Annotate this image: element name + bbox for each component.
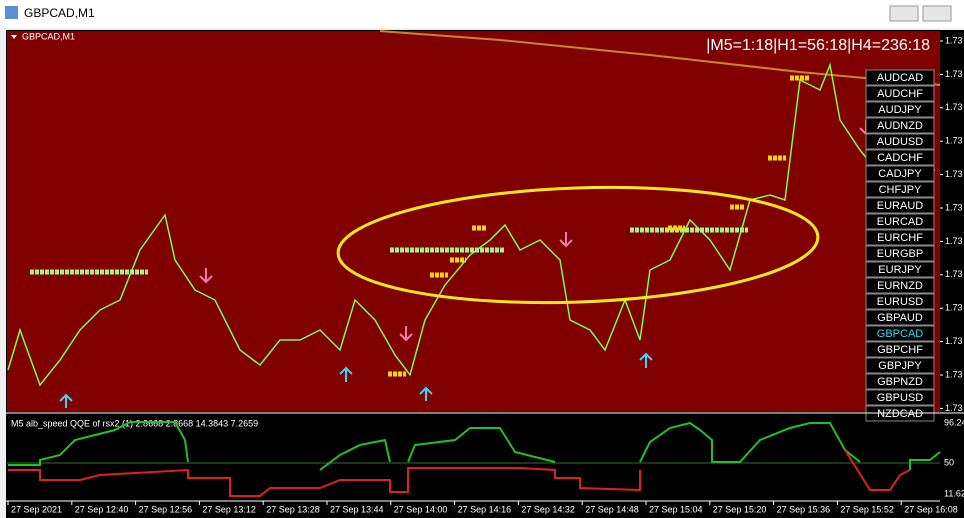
- symbol-label: GBPAUD: [877, 312, 923, 324]
- symbol-button[interactable]: [865, 373, 935, 390]
- symbol-button[interactable]: [865, 117, 935, 134]
- symbol-button[interactable]: [865, 181, 935, 198]
- symbol-button[interactable]: [865, 101, 935, 118]
- symbol-button[interactable]: [865, 325, 935, 342]
- price-label: 1.73: [945, 269, 963, 279]
- symbol-label: GBPJPY: [878, 360, 922, 372]
- symbol-button[interactable]: [865, 69, 935, 86]
- chart-menu-icon[interactable]: [11, 35, 17, 39]
- price-pane: [7, 31, 940, 412]
- symbol-label: GBPCAD: [877, 328, 924, 340]
- price-label: 1.73: [945, 136, 963, 146]
- symbol-button[interactable]: [865, 309, 935, 326]
- price-label: 1.73: [945, 303, 963, 313]
- price-label: 1.73: [945, 336, 963, 346]
- symbol-label: EURCHF: [877, 232, 923, 244]
- price-candles: [7, 62, 936, 387]
- time-label: 27 Sep 15:52: [840, 504, 894, 514]
- time-label: 27 Sep 14:16: [458, 504, 512, 514]
- symbol-button[interactable]: [865, 341, 935, 358]
- symbol-label: GBPUSD: [877, 392, 924, 404]
- symbol-button[interactable]: [865, 85, 935, 102]
- time-label: 27 Sep 14:32: [521, 504, 575, 514]
- indicator-line-high: [407, 427, 556, 463]
- timeframe-info: |M5=1:18|H1=56:18|H4=236:18: [706, 37, 930, 54]
- time-label: 27 Sep 12:56: [139, 504, 193, 514]
- price-label: 1.73: [945, 69, 963, 79]
- minimize-button[interactable]: [889, 5, 919, 22]
- time-label: 27 Sep 14:48: [585, 504, 639, 514]
- symbol-label: AUDCHF: [877, 88, 923, 100]
- signal-dots: [388, 75, 810, 377]
- symbol-button[interactable]: [865, 277, 935, 294]
- symbol-label: EURGBP: [877, 248, 923, 260]
- symbol-button[interactable]: [865, 261, 935, 278]
- time-label: 27 Sep 14:00: [394, 504, 448, 514]
- symbol-label: GBPNZD: [877, 376, 923, 388]
- indicator-line-low: [844, 449, 911, 491]
- symbol-label: AUDNZD: [877, 120, 923, 132]
- symbol-label: NZDCAD: [877, 408, 923, 420]
- price-label: 1.73: [945, 102, 963, 112]
- symbol-button[interactable]: [865, 357, 935, 374]
- price-label: 1.73: [945, 35, 963, 45]
- symbol-label: GBPCHF: [877, 344, 923, 356]
- symbol-button[interactable]: [865, 389, 935, 406]
- symbol-button[interactable]: [865, 149, 935, 166]
- symbol-button[interactable]: [865, 165, 935, 182]
- symbol-button[interactable]: [865, 229, 935, 246]
- price-label: 1.73: [945, 403, 963, 413]
- symbol-label: EURAUD: [877, 200, 924, 212]
- indicator-label: M5 alb_speed QQE of rsx2 (1) 2.8668 2.86…: [11, 418, 258, 428]
- symbol-button[interactable]: [865, 133, 935, 150]
- window-icon: [5, 6, 18, 19]
- indicator-line-high: [909, 451, 941, 470]
- symbol-label: CHFJPY: [879, 184, 922, 196]
- symbol-button[interactable]: [865, 197, 935, 214]
- indicator-axis-label: 96.24: [944, 417, 964, 427]
- indicator-line-low: [8, 467, 641, 497]
- indicator-line-high: [8, 421, 189, 466]
- maximize-button[interactable]: [922, 5, 952, 22]
- chart-label: GBPCAD,M1: [22, 31, 75, 41]
- price-label: 1.73: [945, 169, 963, 179]
- symbol-label: CADCHF: [877, 152, 923, 164]
- indicator-line-high: [639, 421, 861, 463]
- indicator-axis-label: 11.62: [944, 488, 964, 498]
- symbol-label: CADJPY: [878, 168, 922, 180]
- window-title: GBPCAD,M1: [24, 6, 95, 20]
- price-label: 1.73: [945, 202, 963, 212]
- symbol-label: EURCAD: [877, 216, 924, 228]
- time-label: 27 Sep 16:08: [904, 504, 958, 514]
- moving-average: [379, 30, 941, 86]
- symbol-label: AUDUSD: [877, 136, 924, 148]
- indicator-axis-label: 50: [944, 457, 954, 467]
- symbol-label: EURJPY: [878, 264, 922, 276]
- time-label: 27 Sep 12:40: [75, 504, 129, 514]
- symbol-button[interactable]: [865, 213, 935, 230]
- time-label: 27 Sep 15:04: [649, 504, 703, 514]
- symbol-label: EURNZD: [877, 280, 923, 292]
- indicator-line-high: [319, 438, 391, 471]
- time-label: 27 Sep 15:20: [713, 504, 767, 514]
- symbol-button[interactable]: [865, 293, 935, 310]
- price-label: 1.73: [945, 369, 963, 379]
- title-bar: [0, 0, 964, 28]
- symbol-label: AUDJPY: [878, 104, 922, 116]
- highlight-ellipse: [336, 185, 820, 305]
- time-label: 27 Sep 15:36: [777, 504, 831, 514]
- price-label: 1.73: [945, 236, 963, 246]
- time-label: 27 Sep 13:44: [330, 504, 384, 514]
- time-label: 27 Sep 13:12: [202, 504, 256, 514]
- symbol-button[interactable]: [865, 245, 935, 262]
- time-label: 27 Sep 2021: [11, 504, 62, 514]
- symbol-label: AUDCAD: [877, 72, 924, 84]
- time-label: 27 Sep 13:28: [266, 504, 320, 514]
- symbol-label: EURUSD: [877, 296, 924, 308]
